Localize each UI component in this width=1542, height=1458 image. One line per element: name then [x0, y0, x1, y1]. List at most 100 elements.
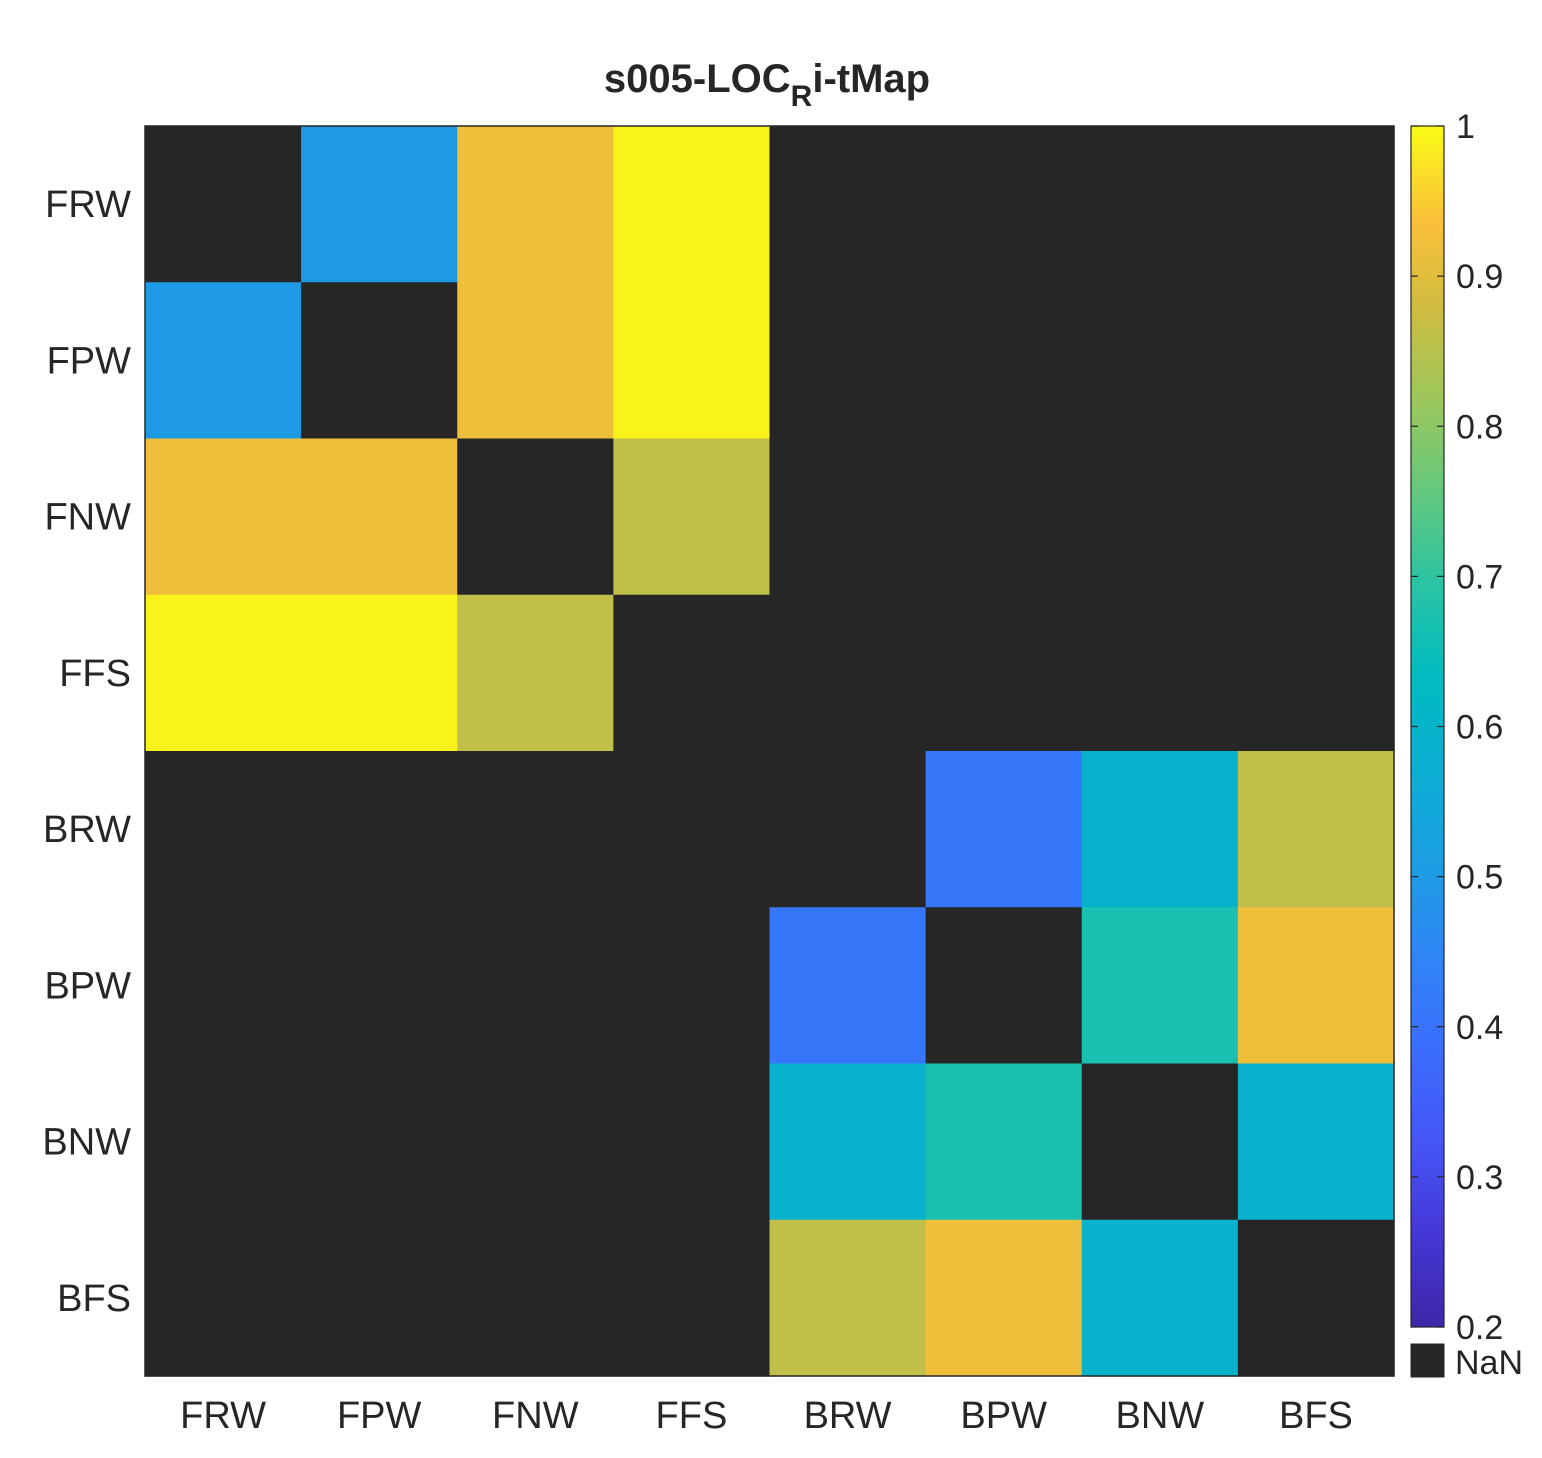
heatmap-cell	[457, 594, 614, 752]
heatmap-cell	[769, 1063, 927, 1221]
heatmap-cell	[457, 1063, 614, 1221]
heatmap-cell	[1081, 594, 1239, 752]
colorbar-tick-label: 0.8	[1456, 408, 1503, 446]
heatmap-cell	[769, 751, 927, 908]
heatmap-cell	[145, 126, 302, 283]
heatmap-cell	[769, 594, 927, 752]
heatmap-cell	[301, 594, 458, 752]
heatmap-cell	[613, 907, 771, 1065]
heatmap-cell	[457, 126, 614, 283]
heatmap-cell	[769, 282, 927, 440]
y-tick-label: FNW	[44, 497, 131, 539]
y-tick-label: BRW	[43, 809, 131, 851]
heatmap-cell	[925, 126, 1083, 283]
heatmap-cell	[1081, 751, 1239, 908]
x-tick-label: FRW	[180, 1395, 266, 1437]
x-tick-label: FNW	[492, 1395, 579, 1437]
heatmap-cell	[1237, 126, 1395, 283]
colorbar-tick-label: 0.5	[1456, 859, 1503, 897]
heatmap-cell	[925, 907, 1083, 1065]
colorbar-tick-label: 0.6	[1456, 709, 1503, 747]
heatmap-cell	[457, 751, 614, 908]
heatmap-cell	[1237, 1219, 1395, 1377]
colorbar-tick-label: 0.4	[1456, 1009, 1503, 1047]
heatmap-cell	[145, 907, 302, 1065]
heatmap-cell	[613, 126, 771, 283]
heatmap-cell	[925, 751, 1083, 908]
heatmap-cell	[145, 1219, 302, 1377]
heatmap-cell	[769, 907, 927, 1065]
heatmap-cell	[1081, 907, 1239, 1065]
heatmap-cell	[457, 438, 614, 596]
heatmap-cells	[145, 126, 1395, 1377]
heatmap-cell	[1237, 1063, 1395, 1221]
heatmap-cell	[613, 1219, 771, 1377]
heatmap-cell	[1081, 282, 1239, 440]
x-tick-label: BPW	[960, 1395, 1047, 1437]
x-tick-label: FPW	[337, 1395, 422, 1437]
y-tick-label: FPW	[47, 340, 132, 382]
heatmap-cell	[925, 1219, 1083, 1377]
heatmap-cell	[301, 751, 458, 908]
heatmap-cell	[613, 282, 771, 440]
title-subscript: R	[791, 80, 813, 113]
colorbar-tick-label: 0.3	[1456, 1159, 1503, 1197]
heatmap-cell	[457, 1219, 614, 1377]
x-tick-label: BRW	[804, 1395, 892, 1437]
heatmap-cell	[925, 282, 1083, 440]
heatmap-cell	[145, 751, 302, 908]
colorbar-tick-label: 0.7	[1456, 558, 1503, 596]
heatmap-cell	[1237, 751, 1395, 908]
heatmap-cell	[145, 594, 302, 752]
heatmap-cell	[1237, 282, 1395, 440]
y-axis-labels: FRW FPW FNW FFS BRW BPW BNW BFS	[42, 184, 131, 1320]
heatmap-cell	[1081, 126, 1239, 283]
title-suffix: i-tMap	[812, 57, 930, 101]
heatmap-cell	[769, 438, 927, 596]
heatmap-cell	[301, 282, 458, 440]
heatmap-cell	[613, 1063, 771, 1221]
heatmap-cell	[925, 1063, 1083, 1221]
heatmap-cell	[925, 594, 1083, 752]
colorbar-ticks: 0.2 0.3 0.4 0.5 0.6 0.7 0.8 0.9 1	[1411, 108, 1503, 1347]
y-tick-label: FRW	[45, 184, 131, 226]
heatmap-cell	[301, 126, 458, 283]
y-tick-label: BFS	[57, 1278, 131, 1320]
heatmap-cell	[301, 438, 458, 596]
heatmap-cell	[1081, 438, 1239, 596]
x-tick-label: BNW	[1115, 1395, 1204, 1437]
heatmap-cell	[1081, 1219, 1239, 1377]
y-tick-label: FFS	[59, 653, 131, 695]
nan-swatch	[1410, 1343, 1445, 1378]
colorbar-tick-label: 0.2	[1456, 1309, 1503, 1347]
plot-frame	[144, 125, 1395, 1377]
heatmap-cell	[769, 126, 927, 283]
colorbar-tick-label: 0.9	[1456, 258, 1503, 296]
x-tick-label: FFS	[656, 1395, 728, 1437]
heatmap-cell	[613, 751, 771, 908]
x-axis-labels: FRW FPW FNW FFS BRW BPW BNW BFS	[180, 1395, 1353, 1437]
nan-label: NaN	[1455, 1344, 1523, 1382]
heatmap-cell	[301, 1219, 458, 1377]
heatmap-cell	[1237, 907, 1395, 1065]
heatmap-cell	[145, 438, 302, 596]
heatmap-cell	[1081, 1063, 1239, 1221]
heatmap-cell	[1237, 438, 1395, 596]
y-tick-label: BPW	[44, 965, 131, 1007]
heatmap-cell	[457, 282, 614, 440]
chart-title: s005-LOCRi-tMap	[604, 57, 930, 113]
heatmap-cell	[145, 282, 302, 440]
x-tick-label: BFS	[1279, 1395, 1353, 1437]
heatmap-cell	[925, 438, 1083, 596]
heatmap-cell	[613, 438, 771, 596]
heatmap-cell	[1237, 594, 1395, 752]
heatmap-cell	[457, 907, 614, 1065]
heatmap-cell	[145, 1063, 302, 1221]
title-main: s005-LOC	[604, 57, 791, 101]
heatmap-cell	[301, 1063, 458, 1221]
colorbar-tick-label: 1	[1456, 108, 1475, 146]
y-tick-label: BNW	[42, 1122, 131, 1164]
heatmap-cell	[769, 1219, 927, 1377]
heatmap-cell	[613, 594, 771, 752]
